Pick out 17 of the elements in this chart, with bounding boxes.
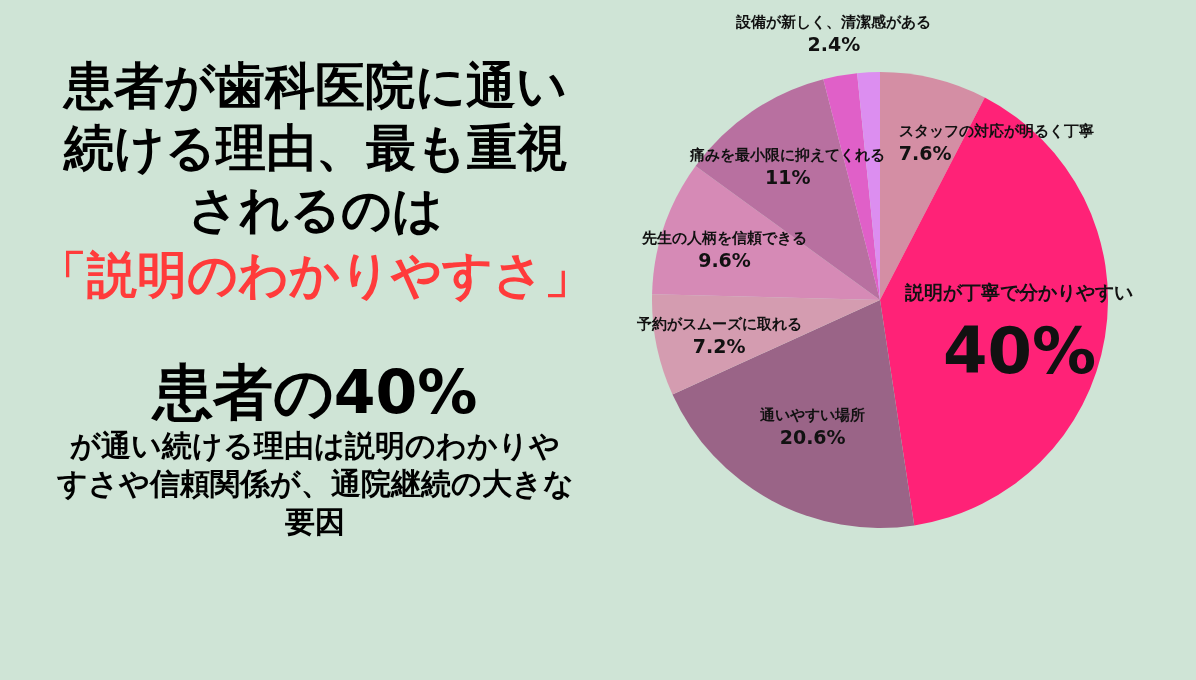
text: 患者の40% — [150, 357, 479, 427]
data-label: 9.6% — [698, 249, 751, 272]
data-label: 7.6% — [898, 142, 952, 165]
slice-label: 予約がスムーズに取れる — [635, 314, 802, 333]
slice-label: 設備が新しく、清潔感がある — [735, 13, 932, 32]
text: が通い続ける理由は説明のわかりやすさや信頼関係が、通院継続の大きな要因 — [55, 427, 575, 541]
slice-label: 通いやすい場所 — [759, 406, 866, 425]
data-label: 2.4% — [807, 33, 861, 56]
slice-label: 痛みを最小限に抑えてくれる — [689, 146, 886, 165]
text: 「説明のわかりやすさ」 — [35, 245, 595, 306]
data-label: 11% — [764, 166, 811, 189]
slice-label: 先生の人柄を信頼できる — [641, 229, 808, 248]
data-label: 20.6% — [779, 426, 846, 449]
data-label: 7.2% — [692, 334, 746, 357]
data-label: 40% — [942, 313, 1097, 388]
text: 患者が歯科医院に通い続ける理由、最も重視されるのは — [61, 56, 568, 241]
slice-label: スタッフの対応が明るく丁寧 — [898, 122, 1094, 141]
